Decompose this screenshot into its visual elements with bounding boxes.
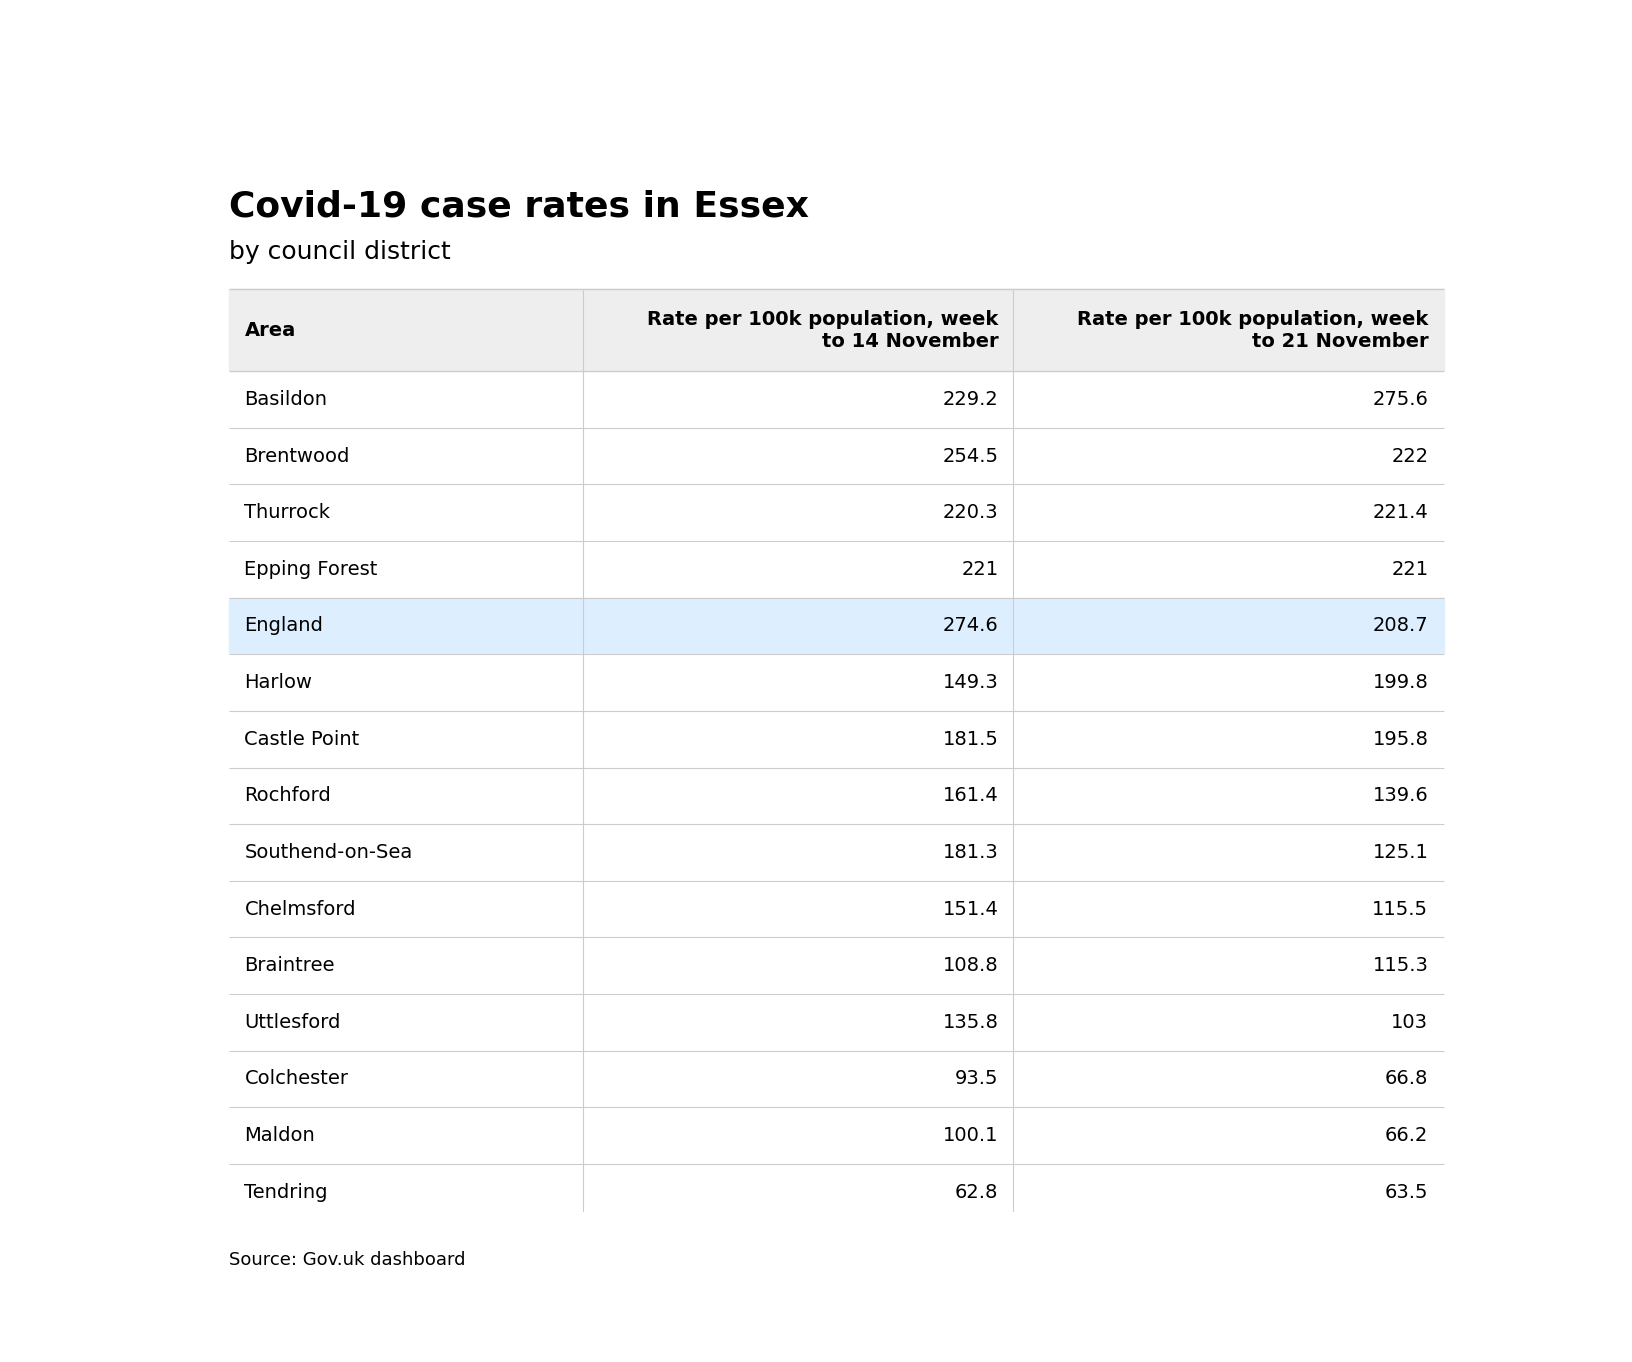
Text: 115.5: 115.5: [1373, 899, 1428, 918]
Text: BBC: BBC: [1387, 1252, 1428, 1269]
Text: 220.3: 220.3: [943, 503, 999, 522]
Text: Rate per 100k population, week
to 21 November: Rate per 100k population, week to 21 Nov…: [1077, 309, 1428, 350]
Text: Southend-on-Sea: Southend-on-Sea: [245, 843, 413, 862]
Text: Source: Gov.uk dashboard: Source: Gov.uk dashboard: [228, 1252, 465, 1269]
Text: 149.3: 149.3: [943, 673, 999, 692]
Bar: [228, 711, 1443, 768]
Text: 139.6: 139.6: [1373, 786, 1428, 805]
Text: Basildon: Basildon: [245, 390, 328, 409]
Text: 208.7: 208.7: [1373, 617, 1428, 636]
Text: 181.5: 181.5: [942, 730, 999, 749]
Text: 274.6: 274.6: [943, 617, 999, 636]
Bar: [228, 1107, 1443, 1165]
Bar: [228, 824, 1443, 881]
Text: Area: Area: [245, 320, 295, 339]
Text: 100.1: 100.1: [943, 1126, 999, 1145]
Text: Brentwood: Brentwood: [245, 447, 349, 466]
Text: 222: 222: [1390, 447, 1428, 466]
Bar: [228, 881, 1443, 937]
Text: Thurrock: Thurrock: [245, 503, 330, 522]
Text: 275.6: 275.6: [1373, 390, 1428, 409]
Text: 199.8: 199.8: [1373, 673, 1428, 692]
Text: 62.8: 62.8: [955, 1182, 999, 1201]
Text: 161.4: 161.4: [943, 786, 999, 805]
Text: Covid-19 case rates in Essex: Covid-19 case rates in Essex: [228, 189, 809, 223]
Text: 229.2: 229.2: [943, 390, 999, 409]
Text: Harlow: Harlow: [245, 673, 312, 692]
Bar: [228, 654, 1443, 711]
Bar: [228, 541, 1443, 598]
Text: by council district: by council district: [228, 240, 450, 264]
Text: 125.1: 125.1: [1373, 843, 1428, 862]
Text: Braintree: Braintree: [245, 956, 335, 975]
Text: Uttlesford: Uttlesford: [245, 1013, 341, 1032]
Text: Epping Forest: Epping Forest: [245, 560, 379, 579]
Text: Rate per 100k population, week
to 14 November: Rate per 100k population, week to 14 Nov…: [646, 309, 999, 350]
Text: 103: 103: [1392, 1013, 1428, 1032]
Bar: [228, 937, 1443, 994]
Text: England: England: [245, 617, 323, 636]
Bar: [228, 1050, 1443, 1107]
Bar: [228, 289, 1443, 370]
Text: 181.3: 181.3: [943, 843, 999, 862]
Text: 221: 221: [961, 560, 999, 579]
Text: Tendring: Tendring: [245, 1182, 328, 1201]
Text: 254.5: 254.5: [942, 447, 999, 466]
Bar: [228, 370, 1443, 428]
Text: 195.8: 195.8: [1373, 730, 1428, 749]
Text: 108.8: 108.8: [943, 956, 999, 975]
Text: Rochford: Rochford: [245, 786, 331, 805]
Text: Maldon: Maldon: [245, 1126, 315, 1145]
Bar: [228, 1165, 1443, 1220]
Bar: [228, 428, 1443, 485]
Bar: [228, 598, 1443, 654]
Text: 221: 221: [1390, 560, 1428, 579]
Text: 115.3: 115.3: [1373, 956, 1428, 975]
Bar: [228, 768, 1443, 824]
Text: 151.4: 151.4: [942, 899, 999, 918]
Text: Colchester: Colchester: [245, 1069, 349, 1088]
Text: Castle Point: Castle Point: [245, 730, 359, 749]
Text: 66.2: 66.2: [1386, 1126, 1428, 1145]
Text: Chelmsford: Chelmsford: [245, 899, 356, 918]
Text: 66.8: 66.8: [1386, 1069, 1428, 1088]
Bar: [1371, 1244, 1444, 1278]
Text: 93.5: 93.5: [955, 1069, 999, 1088]
Bar: [228, 485, 1443, 541]
Bar: [228, 994, 1443, 1050]
Text: 221.4: 221.4: [1373, 503, 1428, 522]
Text: 135.8: 135.8: [942, 1013, 999, 1032]
Text: 63.5: 63.5: [1386, 1182, 1428, 1201]
